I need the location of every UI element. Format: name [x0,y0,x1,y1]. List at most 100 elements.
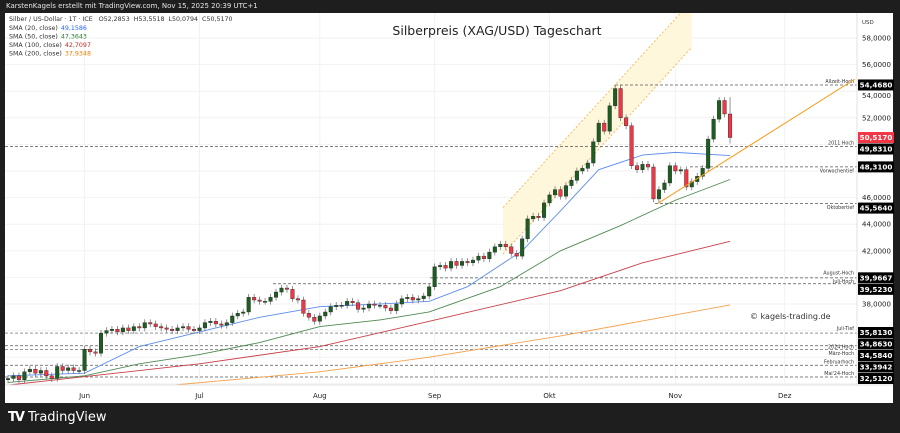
candle-body [164,327,169,330]
support-trendline [657,78,856,204]
candle [585,159,590,172]
candles [5,84,733,384]
candle [323,308,328,320]
candle-body [279,287,284,293]
level-label: Vorwochentief [820,168,855,174]
candle-body [618,88,623,119]
level-label: August-Hoch [823,270,854,276]
candle [367,300,372,312]
candle-body [306,313,311,318]
candle-body [607,105,612,132]
level-label: März-Hoch [828,351,854,357]
candle [345,298,350,309]
candle-body [170,329,175,331]
price-tick: 56,0000 [862,61,891,69]
candle-body [290,289,295,299]
legend-open: O52,2853 [99,16,130,23]
candle-body [383,305,388,309]
candle-body [33,368,38,374]
svg-text:SMA (20, close)49,1586: SMA (20, close) 49,1586 [9,25,87,32]
time-tick: Dez [778,392,792,400]
chart-panel[interactable] [5,13,893,403]
candle [602,119,607,135]
candle [558,186,563,200]
candle-body [27,368,32,373]
candle [27,365,32,376]
candle-body [717,100,722,120]
price-tag-box [858,143,894,155]
sma-line [7,240,731,385]
candle-body [558,189,563,197]
candle-body [427,286,432,297]
candle [487,248,492,263]
legend-sma100: SMA (100, close) [9,42,62,49]
candle-body [104,330,109,334]
candle-body [624,117,629,126]
level-label: 2011 Hoch [828,141,854,147]
candle-body [153,323,158,327]
candle-body [394,303,399,311]
candle-body [208,321,213,323]
tradingview-logo-icon: 𝗧𝗩 [8,410,25,425]
price-tag: 33,3942 [860,363,893,372]
candle [224,319,229,329]
price-tag: 35,8130 [860,328,893,337]
candle-body [246,297,251,313]
candle [394,300,399,314]
legend: Silber / US-Dollar · 1T · ICE O52,2853 H53… [9,16,232,58]
candle-body [388,307,393,311]
candle-body [569,180,574,186]
candle-body [175,327,180,331]
candle [416,295,421,304]
candle [93,348,98,357]
candle-body [421,295,426,299]
price-tag: 32,5120 [860,374,893,383]
candle-body [263,301,268,303]
candle-body [115,329,120,333]
candle [673,162,678,175]
candle [142,319,147,332]
candle-body [722,100,727,115]
candle-body [514,253,519,257]
candle [230,312,235,326]
candle [339,302,344,309]
candle-body [224,322,229,326]
candle-body [345,301,350,306]
candle [525,215,530,243]
candle [274,288,279,301]
candle [689,178,694,191]
candle-body [377,305,382,307]
sma-line [7,179,731,383]
candle [662,179,667,193]
candle-body [339,305,344,307]
candle-body [137,326,142,329]
candle-body [202,322,207,329]
candle [213,317,218,328]
candle-body [148,322,153,325]
price-tag: 34,8630 [860,340,893,349]
time-tick: Jul [194,392,204,400]
candle [503,240,508,251]
candle [651,163,656,203]
price-tag: 49,8310 [860,145,893,154]
candle-body [673,165,678,172]
candle [706,135,711,172]
candle-body [71,367,76,371]
candle-body [498,243,503,248]
candle-body [55,366,60,379]
candle [328,303,333,316]
candle [728,97,733,144]
price-tag-box [858,272,894,284]
candle-body [711,118,716,140]
candle-body [367,303,372,309]
candle [722,97,727,118]
candle [574,167,579,184]
trend-channel-lower [502,47,693,255]
tradingview-logo[interactable]: 𝗧𝗩 TradingView [8,410,106,425]
candle [44,367,49,380]
candle [66,364,71,374]
candle [284,284,289,293]
candle-body [635,165,640,170]
price-tick: 46,0000 [862,194,891,202]
